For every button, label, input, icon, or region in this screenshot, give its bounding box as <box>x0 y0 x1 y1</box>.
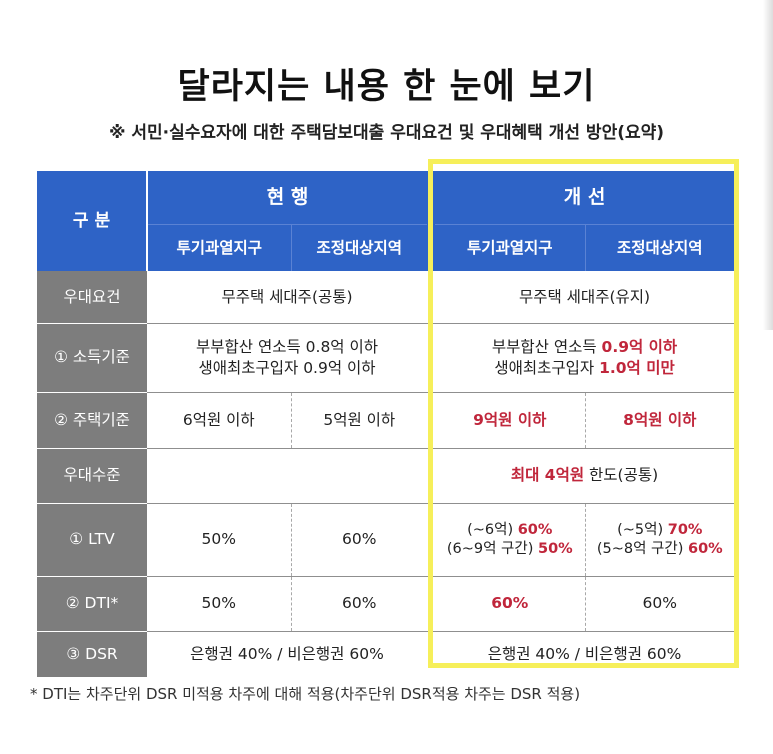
gap-cell <box>427 271 436 324</box>
page-subtitle: ※ 서민·실수요자에 대한 주택담보대출 우대요건 및 우대혜택 개선 방안(요… <box>108 123 665 143</box>
ltv-improved-overheated-line-2: (6~9억 구간) 50% <box>435 540 585 559</box>
ltv-i1-l2-text: (6~9억 구간) <box>446 540 538 557</box>
ltv-i2-l2-value: 60% <box>687 540 723 557</box>
cell-dti-improved-adjusted: 60% <box>585 576 735 632</box>
row-benefit: 우대수준 최대 4억원 한도(공통) <box>37 448 735 504</box>
row-eligibility: 우대요건 무주택 세대주(공통) 무주택 세대주(유지) <box>37 271 735 324</box>
sub-header-current-adjusted: 조정대상지역 <box>291 224 428 271</box>
row-label-benefit: 우대수준 <box>37 448 147 504</box>
cell-ltv-current-adjusted: 60% <box>291 503 428 577</box>
sub-header-improved-adjusted: 조정대상지역 <box>585 224 735 271</box>
cell-eligibility-improved: 무주택 세대주(유지) <box>435 271 735 324</box>
sub-header-improved-overheated: 투기과열지구 <box>435 224 586 271</box>
row-label-dsr: ③ DSR <box>37 631 147 677</box>
ltv-i2-l1-value: 70% <box>667 521 703 538</box>
row-dsr: ③ DSR 은행권 40% / 비은행권 60% 은행권 40% / 비은행권 … <box>37 631 734 677</box>
income-improved-line-1-highlight: 0.9억 이하 <box>601 338 678 357</box>
category-header: 구 분 <box>37 171 148 271</box>
cell-dti-improved-overheated: 60% <box>435 576 586 632</box>
row-label-dti: ② DTI* <box>37 576 147 632</box>
ltv-improved-adjusted-line-2: (5~8억 구간) 60% <box>586 540 735 559</box>
ltv-improved-overheated-line-1: (~6억) 60% <box>435 521 585 540</box>
benefit-improved-text: 한도(공통) <box>584 466 659 485</box>
income-improved-line-2-highlight: 1.0억 미만 <box>599 358 675 377</box>
current-header: 현 행 <box>147 171 428 225</box>
ltv-i2-l2-text: (5~8억 구간) <box>596 540 688 557</box>
header-row-sub: 투기과열지구 조정대상지역 투기과열지구 조정대상지역 <box>37 224 735 271</box>
improved-header: 개 선 <box>435 171 735 225</box>
cell-dti-current-adjusted: 60% <box>291 576 428 632</box>
cell-dsr-current: 은행권 40% / 비은행권 60% <box>190 645 384 664</box>
sub-header-current-overheated: 투기과열지구 <box>147 224 292 271</box>
income-improved-line-2-text: 생애최초구입자 <box>494 358 600 377</box>
header-gap-sub <box>427 224 436 271</box>
cell-dti-current-overheated: 50% <box>147 576 292 632</box>
comparison-table: 구 분 현 행 개 선 투기과열지구 조정대상지역 투기과열지구 조정대상지역 … <box>37 171 735 677</box>
income-improved-line-2: 생애최초구입자 1.0억 미만 <box>435 358 734 378</box>
cell-ltv-improved-adjusted: (~5억) 70% (5~8억 구간) 60% <box>585 503 735 577</box>
income-improved-line-1: 부부합산 연소득 0.9억 이하 <box>435 337 734 357</box>
page-title: 달라지는 내용 한 눈에 보기 <box>177 67 596 107</box>
header-row-main: 구 분 현 행 개 선 <box>37 171 735 271</box>
cell-housing-current-overheated: 6억원 이하 <box>147 392 292 449</box>
ltv-i2-l1-text: (~5억) <box>617 521 668 538</box>
cell-benefit-current <box>147 448 428 504</box>
cell-housing-improved-adjusted: 8억원 이하 <box>585 392 735 449</box>
footnote: * DTI는 차주단위 DSR 미적용 차주에 대해 적용(차주단위 DSR적용… <box>30 685 581 703</box>
gap-cell <box>427 448 436 504</box>
row-income: ① 소득기준 부부합산 연소득 0.8억 이하 생애최초구입자 0.9억 이하 … <box>37 323 735 393</box>
cell-income-current: 부부합산 연소득 0.8억 이하 생애최초구입자 0.9억 이하 <box>147 323 428 393</box>
income-improved-line-1-text: 부부합산 연소득 <box>491 338 602 357</box>
cell-housing-current-adjusted: 5억원 이하 <box>291 392 428 449</box>
page-edge-shadow <box>763 0 773 330</box>
row-label-eligibility: 우대요건 <box>37 271 147 324</box>
cell-ltv-current-overheated: 50% <box>147 503 292 577</box>
ltv-improved-adjusted-line-1: (~5억) 70% <box>586 521 735 540</box>
row-ltv: ① LTV 50% 60% (~6억) 60% (6~9억 구간) 50% (~… <box>37 503 735 577</box>
ltv-i1-l1-text: (~6억) <box>467 521 518 538</box>
cell-benefit-improved: 최대 4억원 한도(공통) <box>435 448 735 504</box>
income-current-line-1: 부부합산 연소득 0.8억 이하 <box>195 338 379 357</box>
cell-income-improved: 부부합산 연소득 0.9억 이하 생애최초구입자 1.0억 미만 <box>435 323 735 393</box>
gap-cell <box>427 631 435 677</box>
gap-cell <box>427 323 436 393</box>
ltv-i1-l2-value: 50% <box>537 540 573 557</box>
gap-cell <box>427 576 436 632</box>
header-gap <box>427 171 436 224</box>
cell-dsr-improved: 은행권 40% / 비은행권 60% <box>487 645 682 664</box>
ltv-i1-l1-value: 60% <box>517 521 553 538</box>
gap-cell <box>427 392 436 449</box>
row-dti: ② DTI* 50% 60% 60% 60% <box>37 576 735 632</box>
cell-housing-improved-overheated: 9억원 이하 <box>435 392 586 449</box>
row-housing: ② 주택기준 6억원 이하 5억원 이하 9억원 이하 8억원 이하 <box>37 392 735 449</box>
row-label-ltv: ① LTV <box>37 503 147 577</box>
income-current-line-2: 생애최초구입자 0.9억 이하 <box>198 358 376 377</box>
row-label-housing: ② 주택기준 <box>37 392 147 449</box>
benefit-improved-highlight: 최대 4억원 <box>510 466 585 485</box>
gap-cell <box>427 503 436 577</box>
cell-ltv-improved-overheated: (~6억) 60% (6~9억 구간) 50% <box>435 503 586 577</box>
cell-eligibility-current: 무주택 세대주(공통) <box>147 271 428 324</box>
row-label-income: ① 소득기준 <box>37 323 147 393</box>
